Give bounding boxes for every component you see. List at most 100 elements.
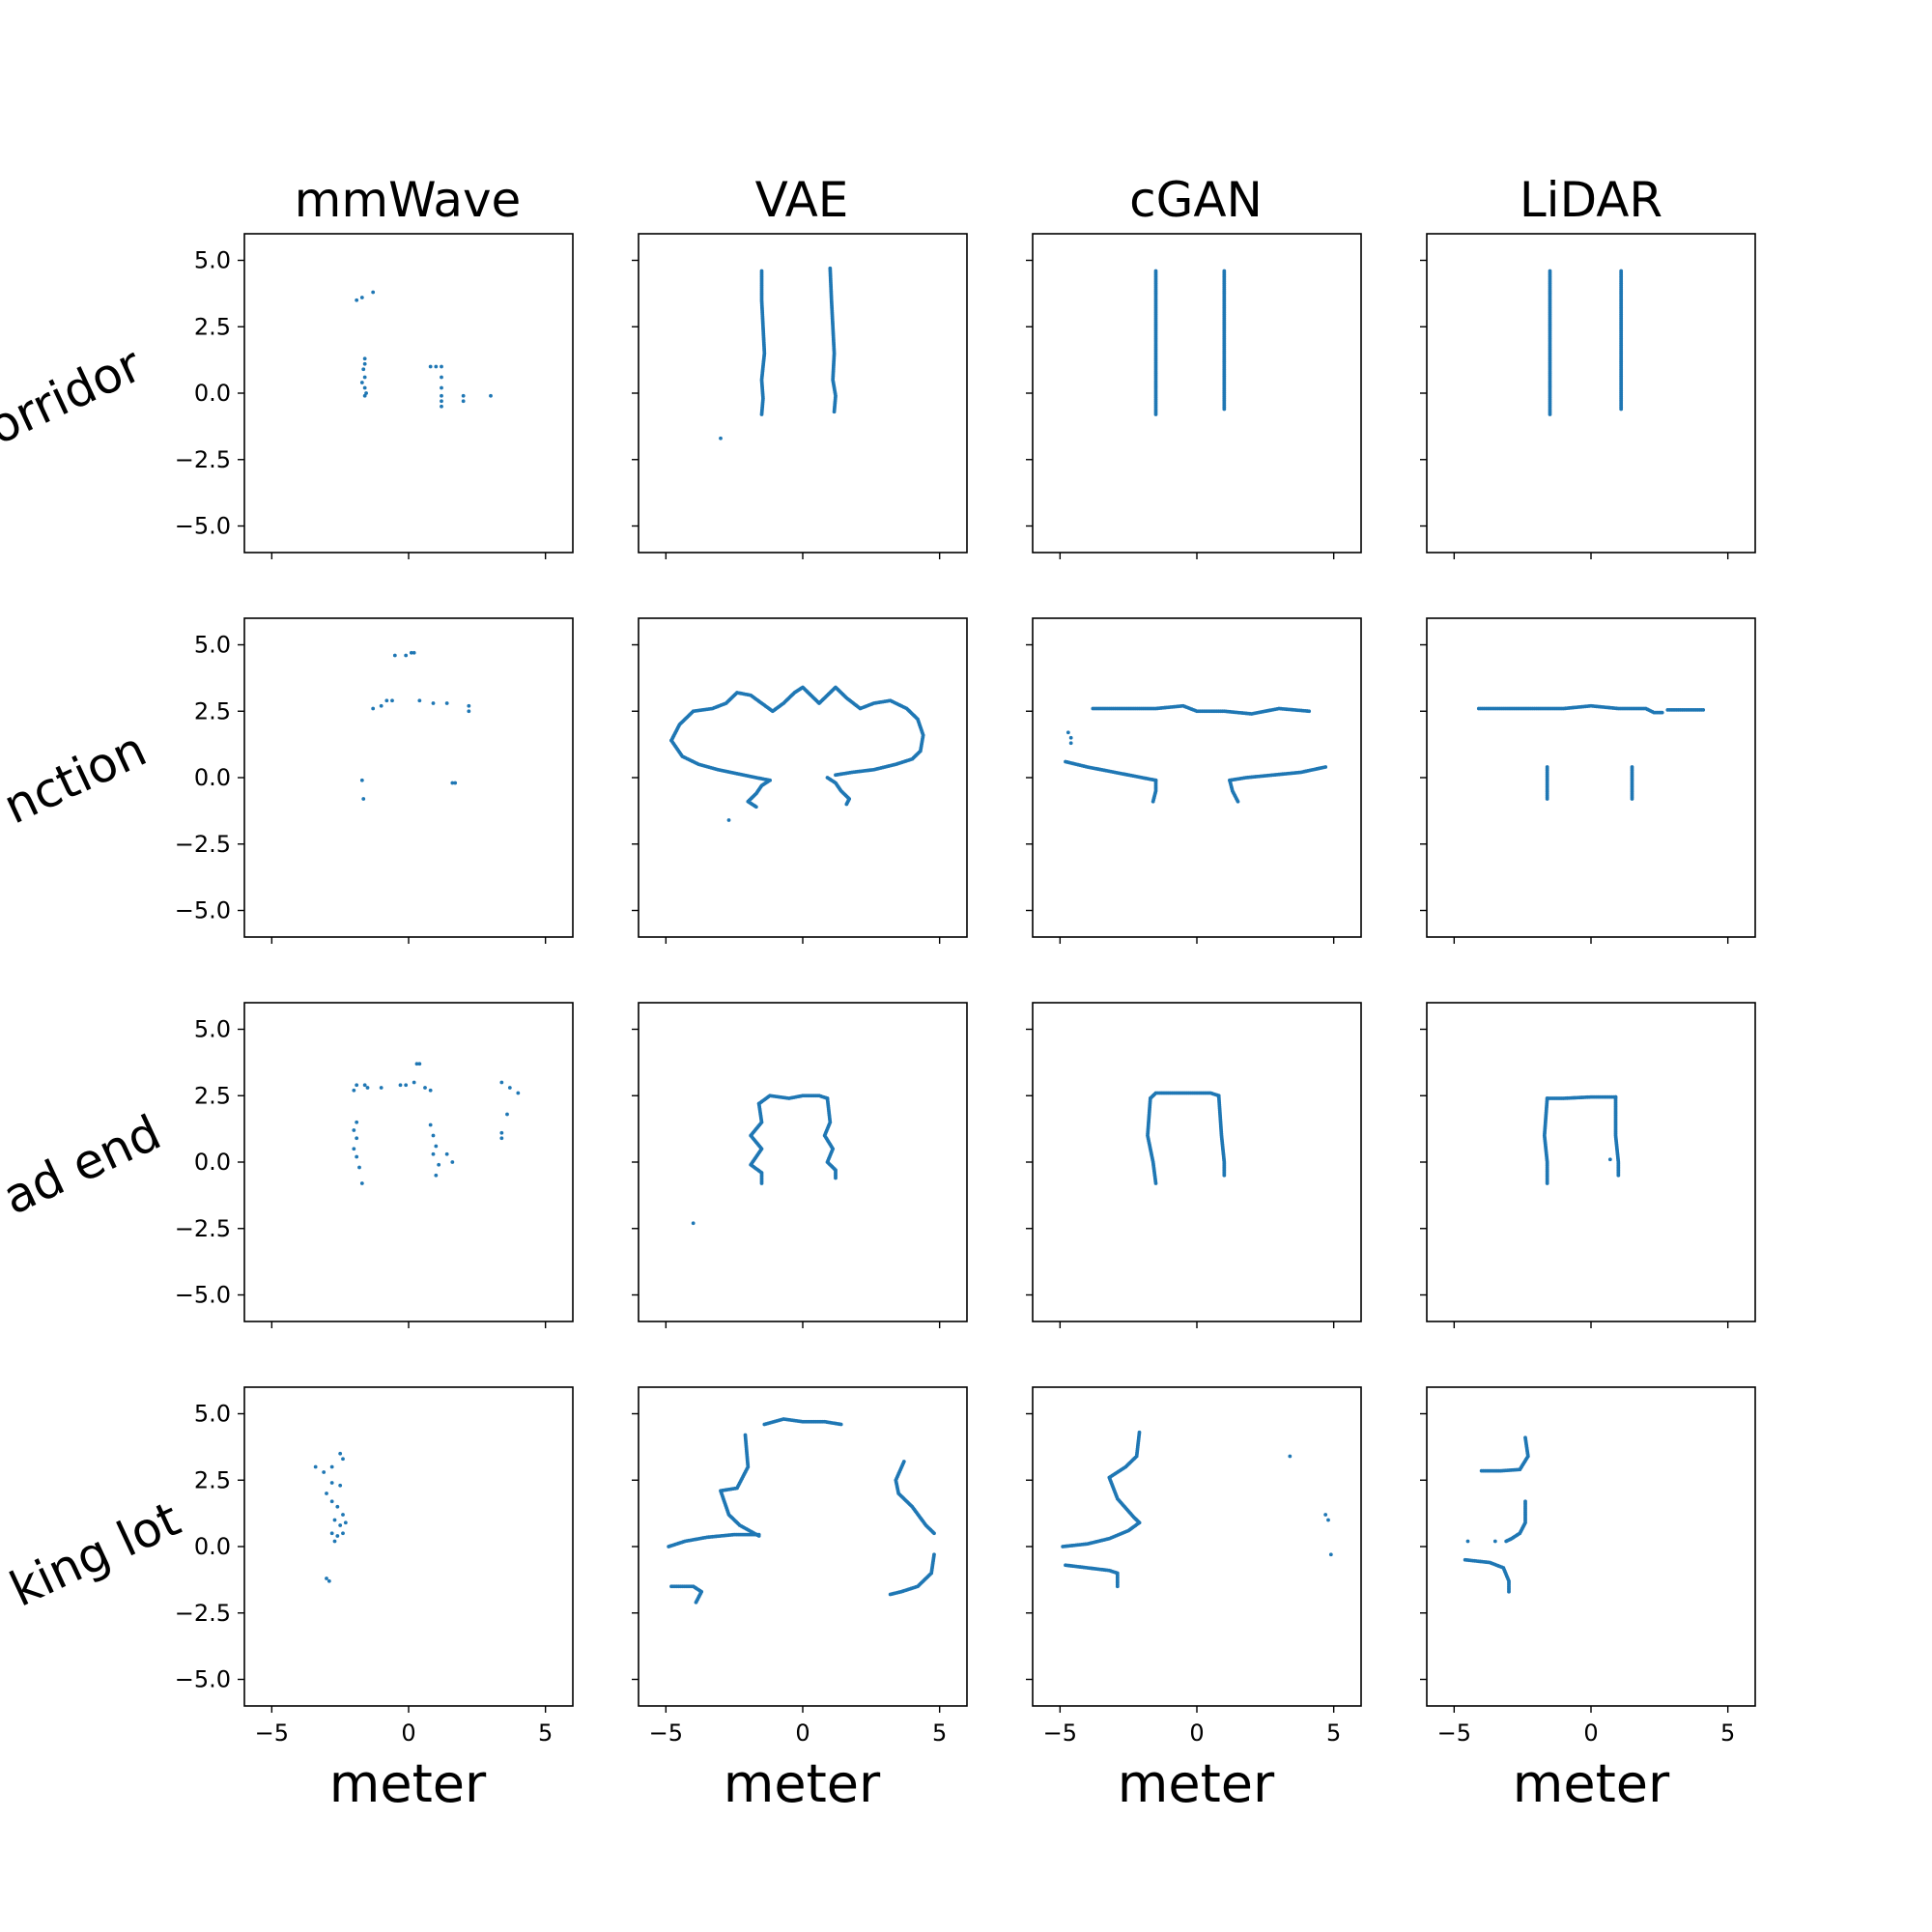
data-point: [834, 773, 838, 778]
data-point: [404, 653, 409, 658]
data-point: [450, 1160, 455, 1164]
data-point: [499, 1130, 504, 1135]
xlabel-vae: meter: [724, 1753, 881, 1814]
axes-frame-corridor-cgan: [1032, 233, 1362, 554]
panel-parking-lot-cgan: −5 0 5: [1026, 1386, 1362, 1747]
data-point: [384, 698, 389, 703]
data-point: [1323, 1513, 1328, 1517]
data-point: [434, 1144, 439, 1149]
data-point: [352, 1128, 356, 1132]
y-tick-label: 5.0: [194, 247, 231, 274]
data-point: [327, 1578, 331, 1583]
data-point: [428, 1122, 433, 1127]
data-point: [428, 364, 433, 369]
axes-frame-parking-lot-vae: [638, 1386, 968, 1707]
data-point: [355, 1083, 359, 1088]
data-point: [379, 703, 384, 708]
data-point: [322, 1470, 327, 1474]
y-tick-label: −2.5: [175, 1215, 231, 1242]
panel-junction-mmwave: 5.0 2.5 0.0 −2.5 −5.0: [175, 617, 574, 944]
data-point: [412, 1080, 416, 1085]
data-point: [719, 436, 723, 440]
data-point: [499, 1080, 504, 1085]
axes-frame-parking-lot-mmwave: [243, 1386, 574, 1707]
data-point: [453, 781, 458, 785]
x-tick-label: −5: [1437, 1719, 1471, 1747]
data-point: [753, 805, 758, 810]
data-point: [1153, 1181, 1158, 1185]
data-point: [392, 653, 397, 658]
data-point: [332, 1539, 337, 1544]
data-point: [440, 375, 443, 380]
x-tick-label: −5: [649, 1719, 683, 1747]
panel-corridor-vae: [632, 233, 968, 559]
axes-frame-dead-end-mmwave: [243, 1002, 574, 1322]
x-tick-label: −5: [1043, 1719, 1077, 1747]
data-point: [440, 364, 443, 369]
column-title-vae: VAE: [755, 172, 849, 228]
axes-frame-parking-lot-lidar: [1426, 1386, 1756, 1707]
data-point: [1545, 797, 1549, 801]
panel-junction-vae: [632, 617, 968, 944]
data-point: [355, 1154, 359, 1159]
data-point: [417, 1062, 422, 1066]
data-point: [505, 1112, 509, 1117]
data-point: [1479, 1468, 1484, 1473]
data-point: [362, 361, 367, 366]
data-point: [1222, 1173, 1227, 1178]
panel-corridor-cgan: [1026, 233, 1362, 559]
data-point: [1068, 735, 1073, 740]
data-point: [444, 1151, 449, 1156]
xlabel-lidar: meter: [1513, 1753, 1670, 1814]
data-point: [417, 698, 422, 703]
panel-corridor-mmwave: 5.0 2.5 0.0 −2.5 −5.0: [175, 233, 574, 559]
data-point: [1492, 1539, 1497, 1544]
data-point: [1236, 799, 1240, 804]
x-tick-label: 0: [1189, 1719, 1204, 1747]
data-point: [390, 698, 394, 703]
x-tick-label: 5: [1326, 1719, 1341, 1747]
y-tick-label: 2.5: [194, 1466, 231, 1493]
data-point: [355, 1136, 359, 1141]
data-point: [440, 393, 443, 398]
data-point: [431, 701, 436, 705]
data-point: [450, 781, 455, 785]
data-point: [1065, 730, 1070, 735]
data-point: [335, 1534, 340, 1538]
data-point: [444, 701, 449, 705]
data-point: [361, 367, 366, 372]
data-point: [329, 1464, 334, 1469]
data-point: [428, 1088, 433, 1093]
data-point: [362, 393, 367, 398]
data-point: [694, 1600, 698, 1605]
data-point: [440, 385, 443, 390]
x-tick-label: 0: [1583, 1719, 1598, 1747]
data-point: [355, 298, 359, 302]
panel-parking-lot-lidar: −5 0 5: [1420, 1386, 1756, 1747]
data-point: [412, 650, 416, 655]
y-tick-label: 2.5: [194, 1082, 231, 1109]
data-point: [357, 1165, 361, 1170]
data-point: [371, 706, 376, 711]
data-point: [365, 1086, 370, 1090]
data-point: [1222, 407, 1227, 412]
data-point: [379, 1086, 384, 1090]
data-point: [431, 1133, 436, 1138]
row-label-parking-lot: king lot: [2, 1491, 188, 1617]
data-point: [359, 296, 364, 299]
axes-frame-junction-vae: [638, 617, 968, 938]
data-point: [355, 1120, 359, 1124]
data-point: [404, 1083, 409, 1088]
axes-frame-dead-end-cgan: [1032, 1002, 1362, 1322]
y-tick-label: 0.0: [194, 1149, 231, 1176]
data-point: [352, 1147, 356, 1151]
y-tick-label: 0.0: [194, 1533, 231, 1560]
data-point: [888, 1592, 893, 1597]
data-point: [932, 1531, 936, 1536]
data-point: [343, 1520, 348, 1525]
row-label-dead-end: ad end: [0, 1104, 169, 1225]
data-point: [1619, 407, 1624, 412]
data-point: [489, 393, 493, 398]
data-point: [335, 1504, 340, 1509]
